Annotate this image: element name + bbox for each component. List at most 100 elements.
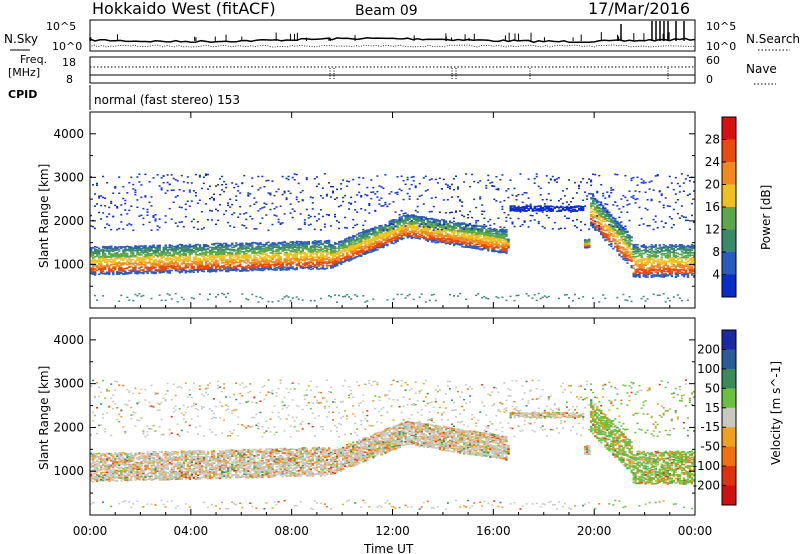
power-echo-cell bbox=[207, 248, 209, 250]
power-echo-cell bbox=[175, 179, 177, 181]
power-echo-cell bbox=[270, 264, 272, 266]
power-echo-cell bbox=[280, 242, 282, 244]
power-echo-cell bbox=[376, 227, 378, 229]
power-echo-cell bbox=[177, 301, 179, 303]
power-echo-cell bbox=[259, 261, 261, 263]
power-echo-cell bbox=[409, 232, 411, 234]
power-echo-cell bbox=[290, 193, 292, 195]
power-echo-cell bbox=[272, 180, 274, 182]
power-echo-cell bbox=[149, 248, 151, 250]
power-echo-cell bbox=[211, 264, 213, 266]
power-echo-cell bbox=[227, 247, 229, 249]
power-echo-cell bbox=[413, 237, 415, 239]
power-echo-cell bbox=[126, 255, 128, 257]
power-echo-cell bbox=[270, 244, 272, 246]
power-echo-cell bbox=[199, 294, 201, 296]
power-echo-cell bbox=[350, 251, 352, 253]
power-echo-cell bbox=[352, 179, 354, 181]
power-echo-cell bbox=[163, 261, 165, 263]
power-echo-cell bbox=[221, 253, 223, 255]
power-echo-cell bbox=[235, 244, 237, 246]
power-echo-cell bbox=[237, 262, 239, 264]
power-echo-cell bbox=[407, 237, 409, 239]
power-echo-cell bbox=[322, 265, 324, 267]
power-echo-cell bbox=[274, 214, 276, 216]
power-echo-cell bbox=[245, 262, 247, 264]
power-echo-cell bbox=[376, 237, 378, 239]
power-echo-cell bbox=[211, 247, 213, 249]
power-echo-cell bbox=[300, 228, 302, 230]
power-echo-cell bbox=[360, 252, 362, 254]
power-echo-cell bbox=[366, 195, 368, 197]
power-echo-cell bbox=[292, 177, 294, 179]
power-echo-cell bbox=[134, 263, 136, 265]
power-echo-cell bbox=[310, 224, 312, 226]
power-echo-cell bbox=[336, 263, 338, 265]
power-echo-cell bbox=[314, 259, 316, 261]
power-echo-cell bbox=[227, 254, 229, 256]
power-echo-cell bbox=[114, 262, 116, 264]
power-echo-cell bbox=[419, 183, 421, 185]
power-echo-cell bbox=[108, 256, 110, 258]
power-echo-cell bbox=[147, 268, 149, 270]
power-echo-cell bbox=[179, 244, 181, 246]
power-echo-cell bbox=[201, 266, 203, 268]
power-echo-cell bbox=[120, 268, 122, 270]
power-echo-cell bbox=[138, 268, 140, 270]
power-echo-cell bbox=[237, 269, 239, 271]
power-echo-cell bbox=[393, 201, 395, 203]
power-echo-cell bbox=[98, 267, 100, 269]
power-echo-cell bbox=[358, 242, 360, 244]
power-echo-cell bbox=[342, 254, 344, 256]
power-echo-cell bbox=[104, 205, 106, 207]
power-echo-cell bbox=[245, 227, 247, 229]
power-echo-cell bbox=[298, 228, 300, 230]
power-echo-cell bbox=[136, 199, 138, 201]
power-echo-cell bbox=[144, 245, 146, 247]
power-echo-cell bbox=[191, 271, 193, 273]
power-echo-cell bbox=[340, 183, 342, 185]
power-echo-cell bbox=[391, 233, 393, 235]
power-echo-cell bbox=[356, 194, 358, 196]
power-echo-cell bbox=[223, 267, 225, 269]
power-echo-cell bbox=[296, 255, 298, 257]
power-echo-cell bbox=[340, 205, 342, 207]
power-echo-cell bbox=[324, 242, 326, 244]
power-echo-cell bbox=[274, 265, 276, 267]
power-echo-cell bbox=[284, 269, 286, 271]
power-echo-cell bbox=[114, 205, 116, 207]
power-echo-cell bbox=[312, 256, 314, 258]
power-echo-cell bbox=[314, 265, 316, 267]
power-echo-cell bbox=[302, 190, 304, 192]
power-echo-cell bbox=[100, 265, 102, 267]
power-echo-cell bbox=[243, 225, 245, 227]
power-echo-cell bbox=[332, 256, 334, 258]
power-echo-cell bbox=[274, 246, 276, 248]
power-echo-cell bbox=[306, 263, 308, 265]
power-echo-cell bbox=[227, 293, 229, 295]
power-echo-cell bbox=[235, 200, 237, 202]
power-echo-cell bbox=[201, 268, 203, 270]
power-echo-cell bbox=[386, 234, 388, 236]
power-echo-cell bbox=[356, 224, 358, 226]
power-echo-cell bbox=[227, 249, 229, 251]
power-echo-cell bbox=[322, 260, 324, 262]
power-echo-cell bbox=[308, 215, 310, 217]
power-echo-cell bbox=[175, 268, 177, 270]
power-echo-cell bbox=[151, 196, 153, 198]
power-echo-cell bbox=[193, 266, 195, 268]
power-echo-cell bbox=[366, 241, 368, 243]
power-echo-cell bbox=[334, 251, 336, 253]
power-echo-cell bbox=[421, 233, 423, 235]
power-echo-cell bbox=[362, 236, 364, 238]
power-echo-cell bbox=[217, 251, 219, 253]
power-echo-cell bbox=[205, 259, 207, 261]
power-echo-cell bbox=[332, 261, 334, 263]
power-echo-cell bbox=[104, 227, 106, 229]
power-echo-cell bbox=[199, 250, 201, 252]
power-echo-cell bbox=[322, 216, 324, 218]
power-echo-cell bbox=[308, 263, 310, 265]
power-echo-cell bbox=[401, 190, 403, 192]
power-echo-cell bbox=[282, 242, 284, 244]
power-echo-cell bbox=[316, 255, 318, 257]
